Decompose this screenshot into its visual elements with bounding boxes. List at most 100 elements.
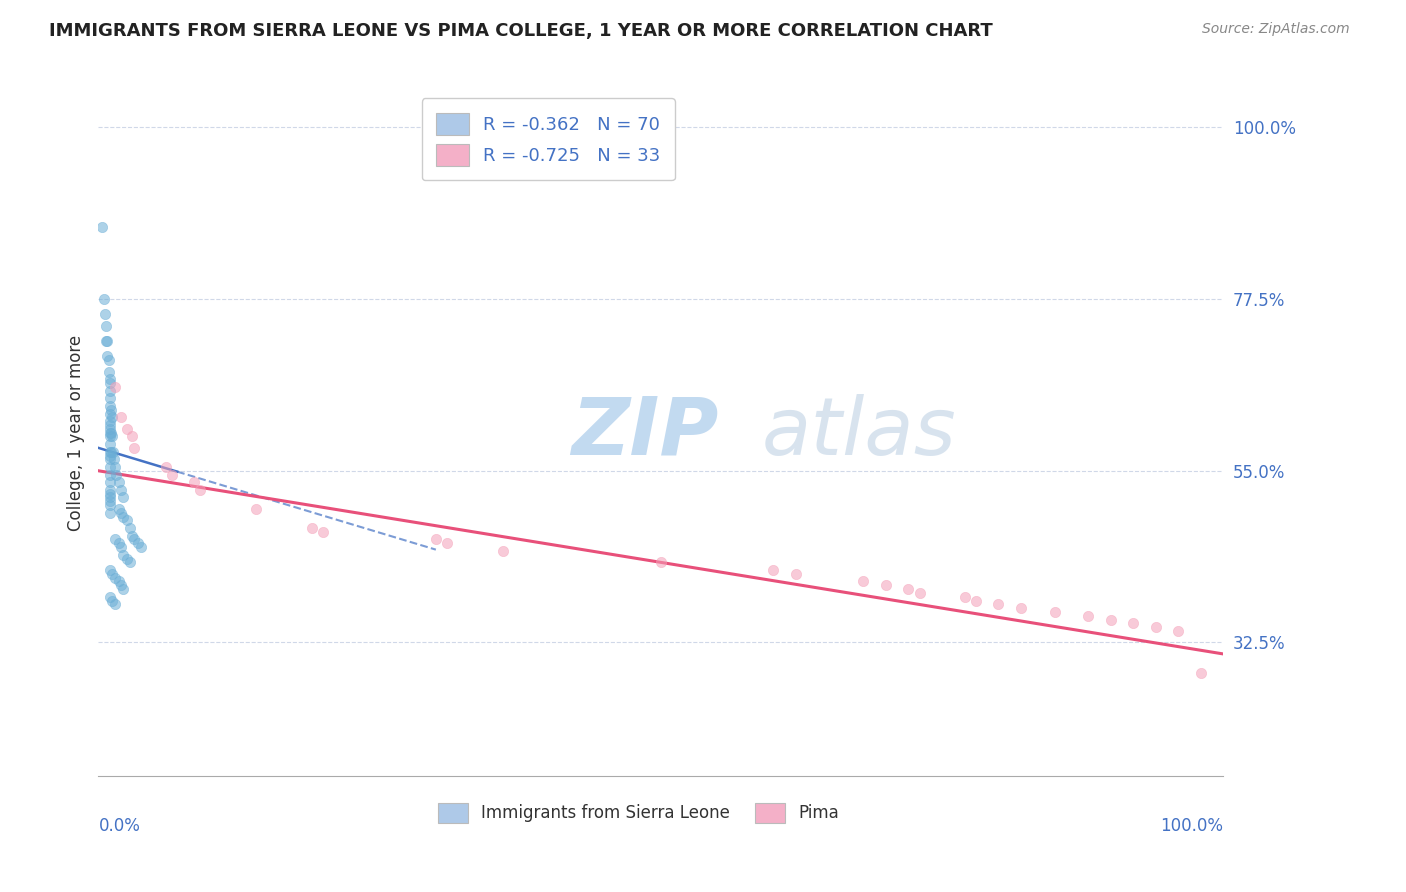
Point [98, 384, 121, 398]
Point [121, 528, 143, 542]
Point [98, 429, 121, 443]
Point [98, 437, 121, 451]
Point [98, 491, 121, 505]
Point [103, 452, 125, 467]
Point [98, 590, 121, 604]
Point [987, 598, 1010, 612]
Point [115, 422, 138, 436]
Point [312, 524, 335, 539]
Point [90, 219, 112, 234]
Point [897, 582, 920, 596]
Point [98, 449, 121, 463]
Point [112, 548, 135, 562]
Point [104, 571, 127, 585]
Point [98, 407, 121, 421]
Point [107, 536, 129, 550]
Point [98, 372, 121, 386]
Y-axis label: College, 1 year or more: College, 1 year or more [66, 334, 84, 531]
Point [98, 399, 121, 413]
Point [425, 533, 447, 547]
Point [98, 563, 121, 577]
Point [107, 574, 129, 589]
Point [301, 521, 323, 535]
Point [110, 410, 132, 425]
Point [110, 578, 132, 592]
Point [112, 509, 135, 524]
Point [1099, 613, 1122, 627]
Point [100, 444, 122, 458]
Point [107, 502, 129, 516]
Point [650, 555, 672, 569]
Point [121, 429, 143, 443]
Point [785, 566, 807, 581]
Point [98, 498, 121, 512]
Point [1122, 616, 1144, 631]
Point [245, 502, 267, 516]
Point [98, 425, 121, 440]
Point [115, 551, 138, 566]
Text: atlas: atlas [762, 393, 957, 472]
Point [98, 391, 121, 405]
Point [1167, 624, 1189, 638]
Point [98, 459, 121, 474]
Point [96, 318, 118, 333]
Point [183, 475, 205, 490]
Point [129, 540, 152, 554]
Point [908, 586, 931, 600]
Point [127, 536, 149, 550]
Point [98, 494, 121, 508]
Point [96, 334, 118, 348]
Point [100, 425, 122, 440]
Point [110, 506, 132, 520]
Point [98, 417, 121, 432]
Point [105, 467, 128, 482]
Point [98, 376, 121, 390]
Point [1010, 601, 1032, 615]
Point [98, 414, 121, 428]
Point [118, 521, 141, 535]
Point [107, 475, 129, 490]
Point [1189, 665, 1212, 680]
Point [104, 459, 127, 474]
Point [118, 555, 141, 569]
Legend: Immigrants from Sierra Leone, Pima: Immigrants from Sierra Leone, Pima [432, 796, 845, 830]
Point [101, 593, 124, 607]
Point [98, 422, 121, 436]
Point [115, 513, 138, 527]
Point [98, 483, 121, 497]
Point [101, 410, 124, 425]
Point [101, 429, 124, 443]
Point [97, 365, 120, 379]
Text: ZIP: ZIP [571, 393, 718, 472]
Point [124, 533, 146, 547]
Point [1144, 620, 1167, 634]
Point [100, 402, 122, 417]
Point [953, 590, 976, 604]
Point [436, 536, 458, 550]
Point [98, 506, 121, 520]
Point [110, 540, 132, 554]
Point [97, 353, 120, 368]
Point [98, 452, 121, 467]
Point [98, 486, 121, 500]
Point [98, 475, 121, 490]
Text: 100.0%: 100.0% [1160, 817, 1223, 835]
Point [965, 593, 987, 607]
Point [98, 467, 121, 482]
Text: IMMIGRANTS FROM SIERRA LEONE VS PIMA COLLEGE, 1 YEAR OR MORE CORRELATION CHART: IMMIGRANTS FROM SIERRA LEONE VS PIMA COL… [49, 22, 993, 40]
Point [160, 467, 183, 482]
Point [110, 483, 132, 497]
Point [762, 563, 785, 577]
Point [101, 566, 124, 581]
Point [188, 483, 211, 497]
Point [96, 349, 118, 363]
Point [93, 292, 115, 306]
Point [112, 582, 135, 596]
Point [94, 307, 117, 321]
Point [155, 459, 177, 474]
Point [852, 574, 875, 589]
Text: Source: ZipAtlas.com: Source: ZipAtlas.com [1202, 22, 1350, 37]
Point [101, 444, 124, 458]
Point [112, 491, 135, 505]
Point [98, 444, 121, 458]
